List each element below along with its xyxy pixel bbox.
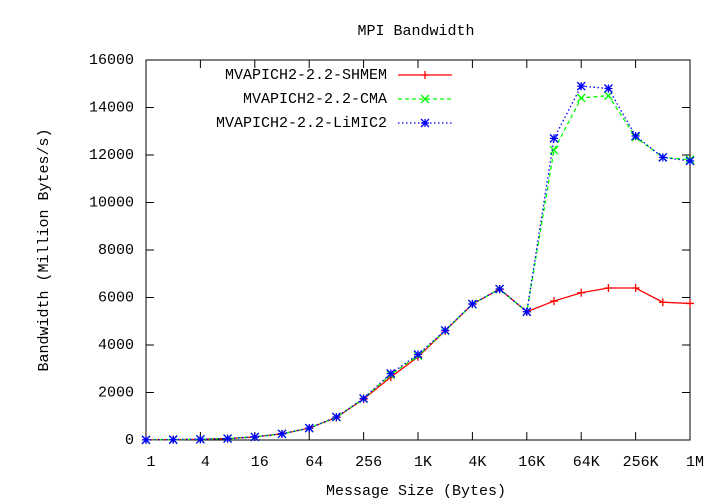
point [223,434,233,444]
series-line [145,94,691,441]
point [603,84,613,93]
point [304,423,314,433]
x-tick-label: 16K [518,454,545,471]
point [576,81,586,91]
point [631,284,640,292]
x-tick-label: 1 [146,454,155,471]
x-tick-label: 4 [201,454,210,471]
y-tick-label: 14000 [89,99,134,116]
legend-marker [420,118,430,128]
x-tick-label: 64K [573,454,600,471]
legend-label: MVAPICH2-2.2-CMA [243,91,387,108]
x-tick-label: 256 [355,454,382,471]
point [168,435,178,445]
series-line [145,85,691,441]
y-tick-label: 6000 [98,289,134,306]
x-tick-label: 1K [414,454,432,471]
point [386,369,396,378]
y-tick-label: 0 [125,432,134,449]
point [277,429,287,439]
point [467,299,477,309]
point [331,412,341,422]
y-axis-label: Bandwidth (Million Bytes/s) [36,128,53,371]
point [577,288,586,297]
point [604,284,613,292]
legend-marker [420,94,430,104]
point [550,297,558,306]
point [359,393,369,403]
point [495,284,505,294]
point [141,435,151,445]
x-tick-label: 16 [251,454,269,471]
point [440,325,450,335]
x-tick-label: 4K [468,454,486,471]
point [250,432,260,442]
y-tick-label: 8000 [98,242,134,259]
x-tick-label: 1M [686,454,704,471]
point [685,156,695,166]
y-tick-label: 2000 [98,384,134,401]
legend-label: MVAPICH2-2.2-SHMEM [225,67,387,84]
point [549,145,559,155]
y-tick-label: 12000 [89,147,134,164]
x-tick-label: 256K [623,454,659,471]
y-tick-label: 4000 [98,337,134,354]
point [522,307,532,317]
point [413,350,423,359]
series-line [145,287,691,441]
point [631,131,641,141]
point [686,299,694,308]
x-axis-label: Message Size (Bytes) [326,483,506,500]
point [549,133,559,143]
legend-marker [421,71,429,79]
y-tick-label: 16000 [89,52,134,69]
legend-label: MVAPICH2-2.2-LiMIC2 [216,115,387,132]
point [195,434,205,444]
chart-title: MPI Bandwidth [357,23,474,40]
point [576,93,586,103]
x-tick-label: 64 [305,454,323,471]
point [658,298,667,307]
y-tick-label: 10000 [89,194,134,211]
point [658,152,668,162]
